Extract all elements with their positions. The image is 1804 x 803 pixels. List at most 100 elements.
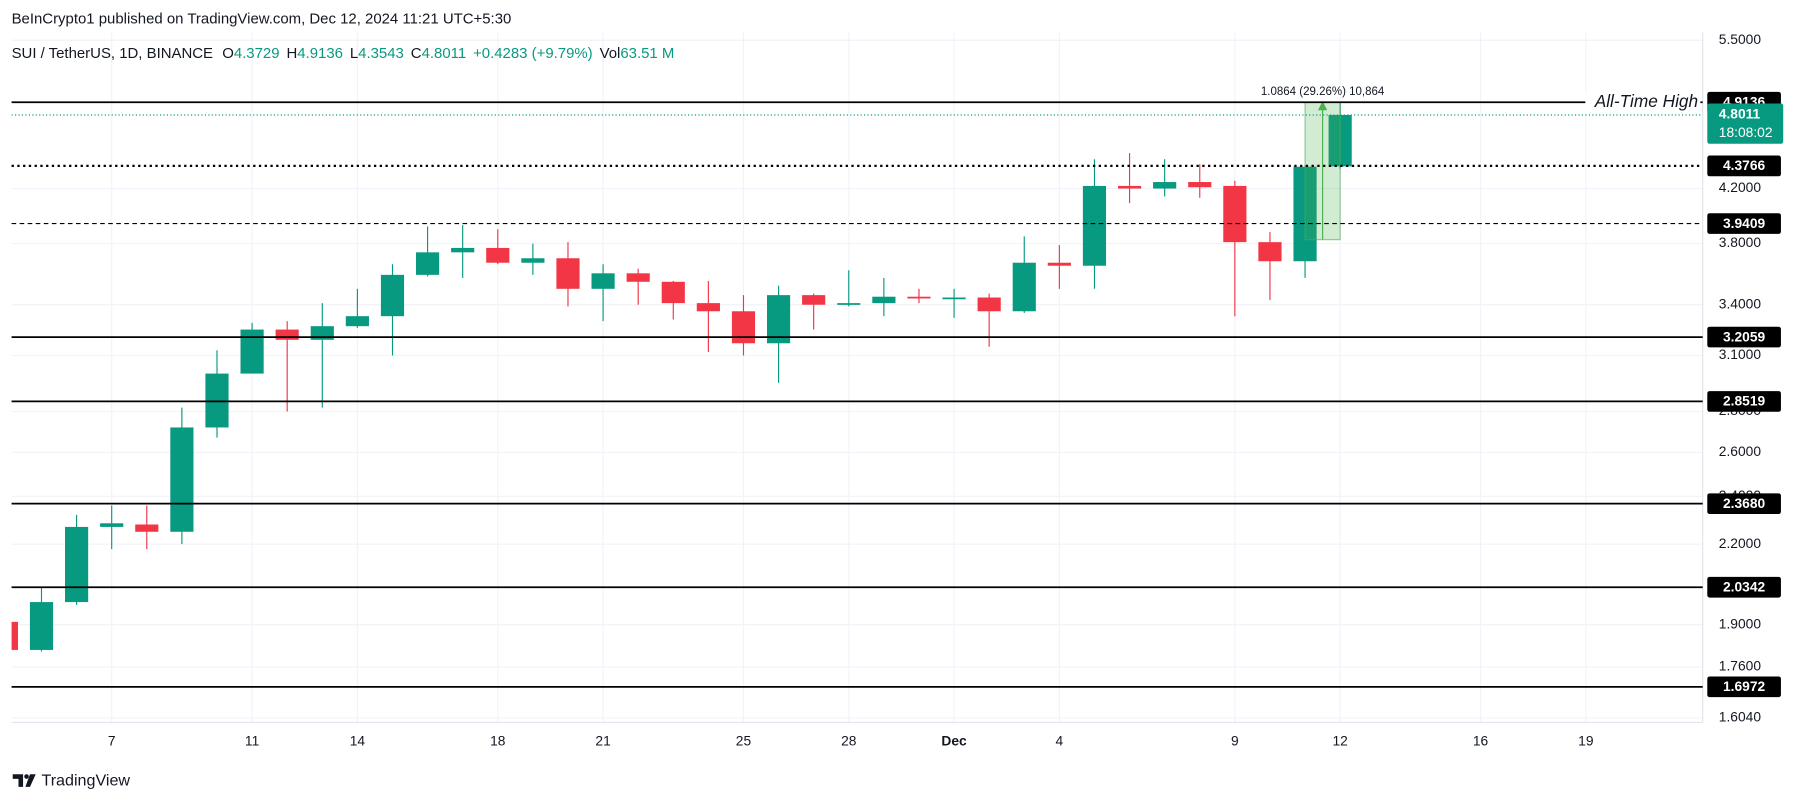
candle-body bbox=[837, 303, 861, 305]
legend-key: O bbox=[222, 45, 234, 62]
level-price-label: 4.3766 bbox=[1723, 158, 1766, 173]
legend-value: 4.3729 bbox=[234, 45, 280, 62]
y-tick-label: 3.1000 bbox=[1719, 347, 1762, 362]
candle-body bbox=[170, 427, 194, 532]
symbol: SUI / TetherUS, 1D, BINANCE bbox=[12, 45, 213, 62]
legend-key: L bbox=[350, 45, 358, 62]
candle-body bbox=[731, 311, 756, 344]
candle-body bbox=[1223, 185, 1247, 243]
x-tick-label: 11 bbox=[245, 734, 259, 749]
candle-body bbox=[11, 621, 18, 650]
candle-body bbox=[1012, 262, 1036, 312]
x-tick-label: 12 bbox=[1332, 734, 1347, 749]
y-tick-label: 1.6040 bbox=[1719, 710, 1762, 725]
legend-key: C bbox=[411, 45, 422, 62]
candle-body bbox=[240, 329, 264, 374]
x-tick-label: 28 bbox=[841, 734, 857, 749]
level-price-label: 3.2059 bbox=[1723, 329, 1766, 344]
candle-body bbox=[100, 523, 124, 527]
candle-body bbox=[1258, 242, 1282, 262]
candle-body bbox=[661, 281, 685, 304]
candle-body bbox=[65, 526, 89, 603]
grid bbox=[11, 32, 1703, 723]
y-tick-label: 4.2000 bbox=[1719, 180, 1762, 195]
legend-volume-key: Vol bbox=[600, 45, 621, 62]
countdown-label: 18:08:02 bbox=[1719, 125, 1773, 140]
candle-body bbox=[696, 303, 720, 312]
candle-body bbox=[626, 273, 650, 282]
legend-value: 4.3543 bbox=[358, 45, 404, 62]
level-price-label: 3.9409 bbox=[1723, 216, 1766, 231]
x-tick-label: 16 bbox=[1473, 734, 1489, 749]
candle-body bbox=[1153, 182, 1177, 189]
candle-body bbox=[415, 252, 440, 275]
y-tick-label: 1.7600 bbox=[1719, 658, 1762, 673]
level-price-box bbox=[1707, 391, 1781, 412]
candle-body bbox=[766, 295, 791, 344]
candle-body bbox=[1117, 185, 1142, 189]
candle-body bbox=[29, 602, 54, 650]
x-tick-label: 19 bbox=[1578, 734, 1594, 749]
x-tick-label: 18 bbox=[490, 734, 506, 749]
candle-body bbox=[275, 329, 299, 340]
logo-mark bbox=[25, 774, 36, 787]
logo-mark bbox=[12, 774, 24, 787]
candle-body bbox=[135, 524, 159, 532]
candle-body bbox=[345, 316, 369, 327]
tradingview-logo bbox=[12, 774, 36, 787]
level-price-box bbox=[1707, 155, 1781, 177]
candle-body bbox=[591, 273, 615, 289]
level-price-box bbox=[1707, 326, 1781, 348]
y-tick-label: 1.9000 bbox=[1719, 616, 1762, 631]
level-price-box bbox=[1707, 213, 1781, 234]
legend-change: +0.4283 (+9.79%) bbox=[473, 45, 593, 62]
y-tick-label: 3.4000 bbox=[1719, 296, 1762, 311]
level-price-box bbox=[1707, 493, 1781, 515]
level-note: All-Time High bbox=[1594, 91, 1698, 111]
candle-body bbox=[872, 296, 896, 304]
x-tick-label: 4 bbox=[1056, 734, 1064, 749]
candle-body bbox=[1082, 185, 1107, 266]
footer-brand: TradingView bbox=[41, 771, 130, 789]
candle-body bbox=[907, 296, 931, 299]
candle-body bbox=[977, 297, 1001, 312]
candle-body bbox=[205, 373, 229, 428]
last-price-box bbox=[1707, 103, 1784, 144]
note-background bbox=[1585, 91, 1701, 113]
y-tick-label: 2.2000 bbox=[1719, 536, 1762, 551]
y-tick-label: 5.5000 bbox=[1719, 32, 1762, 47]
legend-key: H bbox=[286, 45, 297, 62]
candle-body bbox=[556, 258, 580, 289]
candle-body bbox=[942, 297, 966, 300]
level-price-label: 1.6972 bbox=[1723, 679, 1766, 694]
level-price-label: 2.3680 bbox=[1723, 496, 1766, 511]
publish-header: BeInCrypto1 published on TradingView.com… bbox=[12, 11, 512, 28]
candle-body bbox=[521, 258, 545, 263]
legend-value: 4.8011 bbox=[422, 45, 467, 62]
level-price-label: 2.0342 bbox=[1723, 579, 1766, 594]
x-tick-label: 7 bbox=[108, 734, 116, 749]
level-price-label: 2.8519 bbox=[1723, 394, 1766, 409]
x-tick-label: 9 bbox=[1231, 734, 1239, 749]
x-tick-label: 21 bbox=[595, 734, 610, 749]
y-tick-label: 2.6000 bbox=[1719, 444, 1762, 459]
candle-body bbox=[802, 295, 826, 305]
candle-body bbox=[486, 247, 510, 263]
candle-body bbox=[451, 247, 475, 253]
candle-body bbox=[380, 274, 405, 317]
x-tick-label: 25 bbox=[736, 734, 752, 749]
candle-body bbox=[1188, 182, 1212, 188]
plot bbox=[11, 101, 1703, 652]
level-price-box bbox=[1707, 676, 1781, 698]
level-price-box bbox=[1707, 576, 1781, 598]
legend-value: 4.9136 bbox=[297, 45, 343, 62]
x-tick-label: 14 bbox=[350, 734, 366, 749]
legend-volume: 63.51 M bbox=[620, 45, 674, 62]
symbol-legend: SUI / TetherUS, 1D, BINANCE O4.3729 H4.913… bbox=[12, 45, 675, 62]
last-price-label: 4.8011 bbox=[1719, 107, 1761, 122]
logo-dot bbox=[24, 774, 29, 779]
measure-label: 1.0864 (29.26%) 10,864 bbox=[1261, 86, 1385, 98]
x-tick-label: Dec bbox=[941, 734, 967, 749]
candle-body bbox=[1047, 262, 1071, 266]
